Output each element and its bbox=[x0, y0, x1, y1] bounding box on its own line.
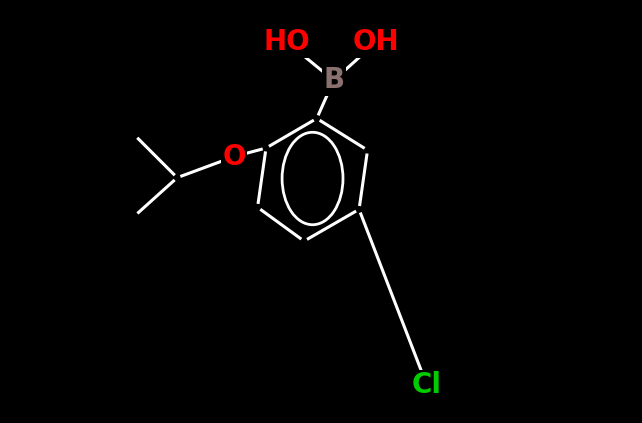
Text: Cl: Cl bbox=[412, 371, 442, 399]
Text: OH: OH bbox=[352, 28, 399, 56]
Text: HO: HO bbox=[264, 28, 311, 56]
Text: O: O bbox=[223, 143, 246, 170]
Text: B: B bbox=[323, 66, 344, 94]
